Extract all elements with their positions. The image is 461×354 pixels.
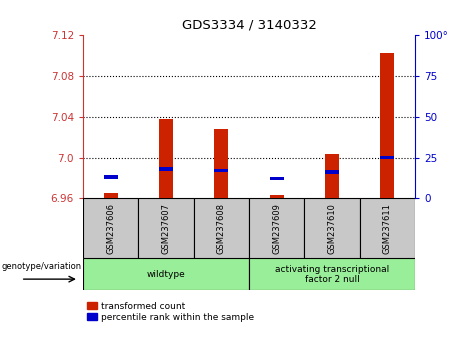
Title: GDS3334 / 3140332: GDS3334 / 3140332	[182, 18, 316, 32]
Text: GSM237608: GSM237608	[217, 203, 226, 254]
Bar	[360, 198, 415, 258]
Bar	[270, 195, 284, 198]
Text: GSM237606: GSM237606	[106, 203, 115, 254]
Bar	[159, 167, 173, 171]
Bar	[104, 193, 118, 198]
Bar	[138, 198, 194, 258]
Text: wildtype: wildtype	[147, 270, 185, 279]
Bar	[83, 258, 249, 290]
Bar	[380, 156, 394, 159]
Text: GSM237610: GSM237610	[327, 203, 337, 254]
Legend: transformed count, percentile rank within the sample: transformed count, percentile rank withi…	[88, 302, 254, 322]
Bar	[214, 169, 228, 172]
Bar	[249, 258, 415, 290]
Bar	[380, 53, 394, 198]
Bar	[83, 198, 138, 258]
Bar	[325, 170, 339, 174]
Bar	[249, 198, 304, 258]
Bar	[304, 198, 360, 258]
Text: genotype/variation: genotype/variation	[2, 262, 82, 271]
Text: activating transcriptional
factor 2 null: activating transcriptional factor 2 null	[275, 265, 389, 284]
Text: GSM237609: GSM237609	[272, 203, 281, 254]
Bar	[270, 177, 284, 181]
Text: GSM237611: GSM237611	[383, 203, 392, 254]
Bar	[194, 198, 249, 258]
Bar	[325, 154, 339, 198]
Bar	[159, 119, 173, 198]
Bar	[104, 175, 118, 179]
Bar	[214, 129, 228, 198]
Text: GSM237607: GSM237607	[161, 203, 171, 254]
